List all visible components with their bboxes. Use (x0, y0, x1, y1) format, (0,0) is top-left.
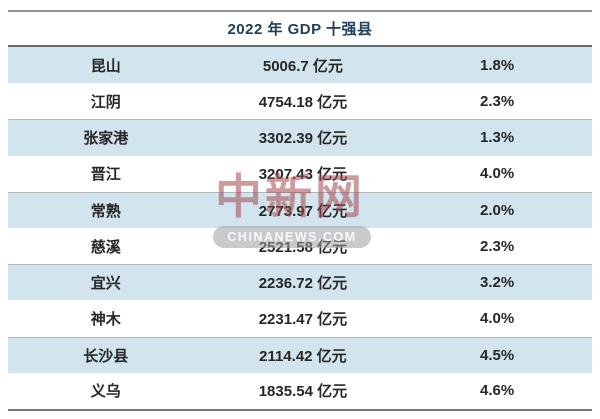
gdp-value-cell: 2231.47 亿元 (258, 310, 348, 328)
growth-rate-cell: 2.3% (479, 92, 515, 110)
growth-rate-cell: 4.0% (479, 165, 515, 183)
table-row: 慈溪 2521.58 亿元 2.3% (8, 227, 592, 265)
table-row: 长沙县 2114.42 亿元 4.5% (8, 336, 592, 373)
gdp-value-cell: 3207.43 亿元 (258, 166, 348, 184)
gdp-value-cell: 5006.7 亿元 (262, 57, 343, 75)
table-row: 常熟 2773.97 亿元 2.0% (8, 191, 592, 228)
page-title: 2022 年 GDP 十强县 (227, 21, 373, 38)
county-name-cell: 宜兴 (90, 275, 121, 293)
county-name-cell: 张家港 (83, 130, 129, 148)
table-body: 昆山 5006.7 亿元 1.8% 江阴 4754.18 亿元 2.3% 张家港… (8, 47, 592, 409)
table-row: 晋江 3207.43 亿元 4.0% (8, 155, 592, 192)
county-name-cell: 晋江 (90, 166, 121, 184)
growth-rate-cell: 4.0% (479, 309, 515, 327)
county-name-cell: 慈溪 (90, 238, 121, 256)
county-name-cell: 江阴 (90, 93, 121, 111)
gdp-table: 2022 年 GDP 十强县 昆山 5006.7 亿元 1.8% 江阴 4754… (8, 10, 592, 411)
gdp-value-cell: 2114.42 亿元 (259, 347, 347, 365)
growth-rate-cell: 4.5% (479, 346, 515, 364)
county-name-cell: 昆山 (90, 57, 121, 75)
county-name-cell: 常熟 (90, 202, 121, 220)
table-row: 昆山 5006.7 亿元 1.8% (8, 47, 592, 84)
growth-rate-cell: 1.8% (479, 56, 515, 74)
gdp-value-cell: 2773.97 亿元 (258, 202, 348, 220)
gdp-value-cell: 2236.72 亿元 (258, 275, 348, 293)
growth-rate-cell: 1.3% (479, 129, 515, 147)
county-name-cell: 义乌 (90, 383, 121, 401)
table-row: 张家港 3302.39 亿元 1.3% (8, 119, 592, 156)
growth-rate-cell: 2.3% (479, 237, 515, 255)
growth-rate-cell: 2.0% (479, 201, 515, 219)
table-row: 神木 2231.47 亿元 4.0% (8, 300, 592, 337)
table-row: 宜兴 2236.72 亿元 3.2% (8, 264, 592, 301)
table-row: 义乌 1835.54 亿元 4.6% (8, 372, 592, 409)
growth-rate-cell: 3.2% (479, 274, 515, 292)
gdp-value-cell: 2521.58 亿元 (258, 238, 348, 256)
county-name-cell: 神木 (90, 310, 121, 328)
growth-rate-cell: 4.6% (479, 382, 515, 400)
gdp-value-cell: 4754.18 亿元 (258, 93, 348, 111)
county-name-cell: 长沙县 (83, 347, 129, 365)
table-row: 江阴 4754.18 亿元 2.3% (8, 83, 592, 120)
gdp-value-cell: 3302.39 亿元 (258, 130, 348, 148)
table-title-row: 2022 年 GDP 十强县 (8, 12, 592, 47)
gdp-value-cell: 1835.54 亿元 (258, 383, 348, 401)
